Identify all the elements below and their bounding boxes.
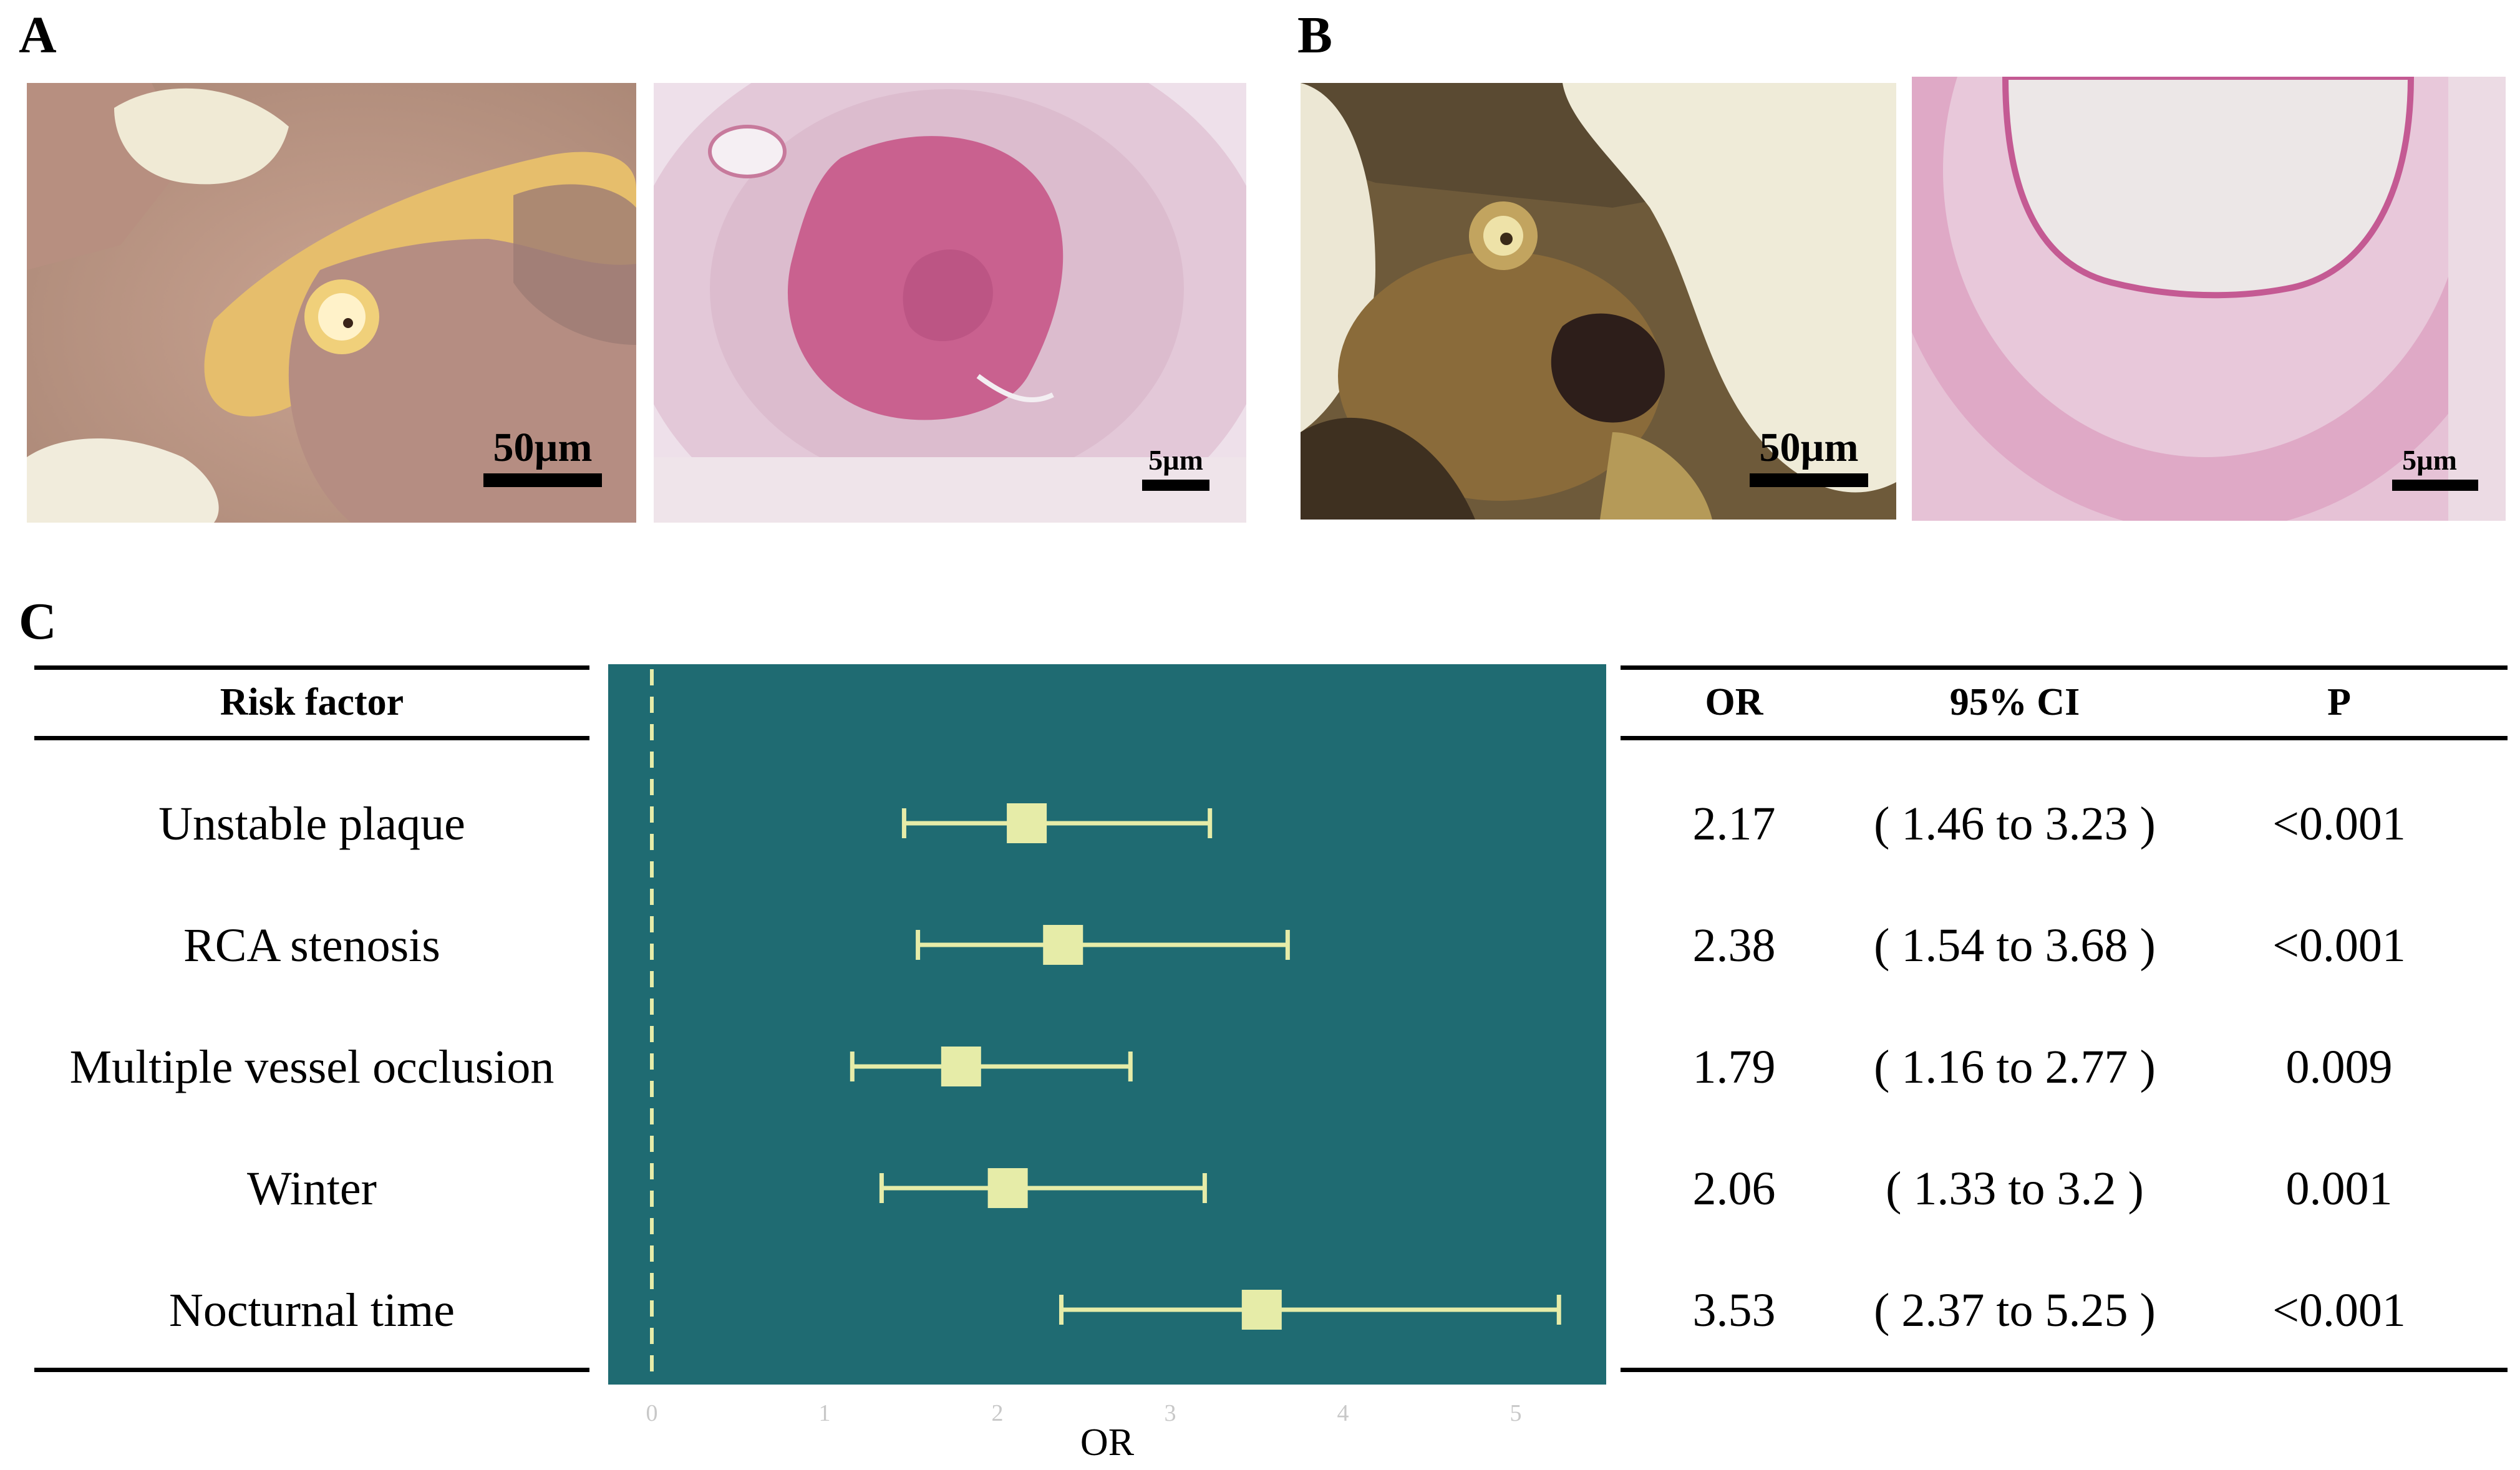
panel-b-histology-scalebar: 5µm [2392, 444, 2478, 491]
panel-a-histology-scale-label: 5µm [1148, 444, 1203, 476]
x-tick-label: 5 [1510, 1400, 1522, 1426]
or-point [987, 1168, 1028, 1208]
or-point [1043, 925, 1083, 965]
panel-b-histology-photo [1912, 77, 2506, 521]
p-value: 0.001 [2285, 1163, 2393, 1215]
or-point [941, 1047, 981, 1086]
or-value: 3.53 [1692, 1284, 1776, 1337]
panel-a-letter: A [19, 6, 57, 64]
or-point [1241, 1290, 1282, 1330]
header-or: OR [1705, 681, 1763, 723]
x-axis-title: OR [1080, 1421, 1135, 1464]
panel-a-histology-scale-bar [1142, 480, 1209, 491]
header-p: P [2327, 681, 2351, 723]
left-top-rule [34, 665, 589, 670]
risk-factor-label: Winter [247, 1163, 377, 1215]
right-top-rule [1621, 665, 2508, 670]
x-tick-label: 1 [819, 1400, 831, 1426]
or-value: 2.38 [1692, 919, 1776, 972]
right-header-rule [1621, 736, 2508, 740]
risk-factor-label: RCA stenosis [183, 919, 440, 972]
ci-value: ( 1.16 to 2.77 ) [1874, 1041, 2156, 1093]
forest-plot-panel [608, 664, 1606, 1385]
or-value: 2.06 [1692, 1163, 1776, 1215]
p-value: <0.001 [2272, 1284, 2406, 1337]
p-value: <0.001 [2272, 798, 2406, 850]
ci-value: ( 2.37 to 5.25 ) [1874, 1284, 2156, 1337]
risk-factor-label: Unstable plaque [158, 798, 465, 850]
panel-b-histology-scale-bar [2392, 480, 2478, 491]
ci-value: ( 1.54 to 3.68 ) [1874, 919, 2156, 972]
or-point [1007, 803, 1047, 843]
left-bottom-rule [34, 1368, 589, 1372]
or-value: 1.79 [1692, 1041, 1776, 1093]
panel-b-gross-scale-bar [1750, 473, 1868, 487]
panel-c-letter: C [19, 592, 57, 650]
p-value: 0.009 [2285, 1041, 2393, 1093]
or-value: 2.17 [1692, 798, 1776, 850]
header-ci: 95% CI [1949, 681, 2080, 723]
panel-a-gross-scale-label: 50µm [493, 425, 593, 470]
panel-a-histology-scalebar: 5µm [1138, 446, 1213, 491]
ci-value: ( 1.33 to 3.2 ) [1886, 1163, 2144, 1215]
panel-b-gross-photo [1301, 83, 1896, 520]
x-tick-label: 4 [1337, 1400, 1349, 1426]
panel-b-histology-scale-label: 5µm [2402, 444, 2457, 476]
panel-a-gross-scalebar: 50µm [480, 427, 605, 487]
panel-a-gross-photo [27, 83, 636, 523]
x-tick-label: 2 [992, 1400, 1004, 1426]
panel-b-letter: B [1297, 6, 1333, 64]
right-bottom-rule [1621, 1368, 2508, 1372]
panel-b-gross-scalebar: 50µm [1747, 427, 1871, 487]
risk-factor-label: Multiple vessel occlusion [69, 1041, 555, 1093]
panel-a-histology-photo [654, 83, 1246, 523]
x-tick-label: 3 [1165, 1400, 1176, 1426]
x-tick-label: 0 [646, 1400, 658, 1426]
p-value: <0.001 [2272, 919, 2406, 972]
panel-a-gross-scale-bar [483, 473, 602, 487]
panel-b-gross-scale-label: 50µm [1759, 425, 1859, 470]
left-header-rule [34, 736, 589, 740]
risk-factor-label: Nocturnal time [169, 1284, 455, 1337]
ci-value: ( 1.46 to 3.23 ) [1874, 798, 2156, 850]
header-risk-factor: Risk factor [220, 681, 404, 723]
